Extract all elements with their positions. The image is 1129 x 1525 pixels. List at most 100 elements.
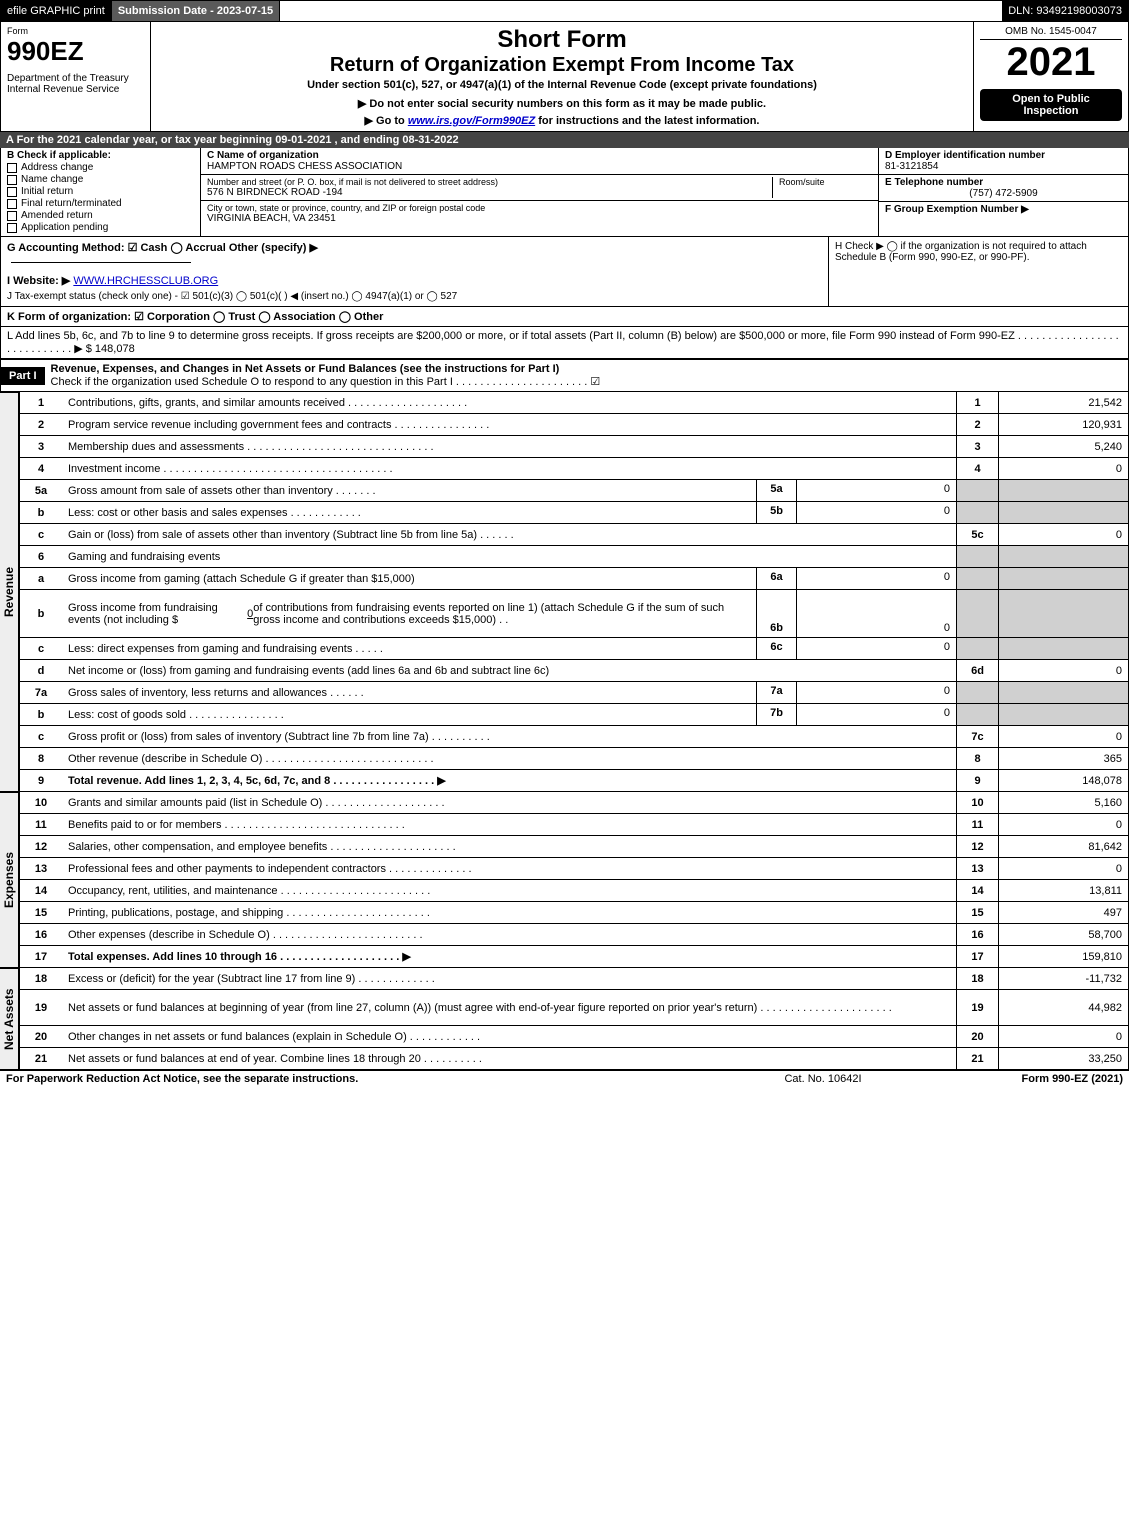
line-17: 17Total expenses. Add lines 10 through 1…	[19, 946, 1129, 968]
footer-cat: Cat. No. 10642I	[723, 1073, 923, 1085]
line-10: 10Grants and similar amounts paid (list …	[19, 792, 1129, 814]
org-info-block: B Check if applicable: Address change Na…	[0, 148, 1129, 237]
group-exemption-row: F Group Exemption Number ▶	[879, 202, 1128, 217]
city-label: City or town, state or province, country…	[207, 203, 485, 213]
name-address-block: C Name of organization HAMPTON ROADS CHE…	[201, 148, 878, 236]
line-11: 11Benefits paid to or for members . . . …	[19, 814, 1129, 836]
phone-value: (757) 472-5909	[885, 188, 1122, 199]
line-h: H Check ▶ ◯ if the organization is not r…	[828, 237, 1128, 306]
street-row: Number and street (or P. O. box, if mail…	[201, 175, 878, 201]
subtitle: Under section 501(c), 527, or 4947(a)(1)…	[157, 79, 967, 91]
part-i-header: Part I Revenue, Expenses, and Changes in…	[0, 359, 1129, 392]
room-label: Room/suite	[779, 177, 872, 187]
footer-right: Form 990-EZ (2021)	[923, 1073, 1123, 1085]
other-specify-field[interactable]	[11, 262, 191, 263]
cb-initial-return[interactable]: Initial return	[7, 186, 194, 197]
line-6c: cLess: direct expenses from gaming and f…	[19, 638, 1129, 660]
line-6d: dNet income or (loss) from gaming and fu…	[19, 660, 1129, 682]
ein-row: D Employer identification number 81-3121…	[879, 148, 1128, 175]
city-value: VIRGINIA BEACH, VA 23451	[207, 213, 485, 224]
form-number: 990EZ	[7, 36, 144, 67]
short-form-title: Short Form	[157, 26, 967, 54]
e-label: E Telephone number	[885, 177, 1122, 188]
website-link[interactable]: WWW.HRCHESSCLUB.ORG	[73, 275, 218, 287]
f-label: F Group Exemption Number ▶	[885, 204, 1122, 215]
line-20: 20Other changes in net assets or fund ba…	[19, 1026, 1129, 1048]
revenue-tab: Revenue	[0, 392, 19, 792]
accounting-method: G Accounting Method: ☑ Cash ◯ Accrual Ot…	[7, 241, 822, 254]
warn-link: ▶ Go to www.irs.gov/Form990EZ for instru…	[157, 114, 967, 127]
line-12: 12Salaries, other compensation, and empl…	[19, 836, 1129, 858]
title-cell: Short Form Return of Organization Exempt…	[151, 22, 973, 131]
right-info-block: D Employer identification number 81-3121…	[878, 148, 1128, 236]
line-6a: aGross income from gaming (attach Schedu…	[19, 568, 1129, 590]
section-a-period: A For the 2021 calendar year, or tax yea…	[0, 132, 1129, 148]
line-5a: 5aGross amount from sale of assets other…	[19, 480, 1129, 502]
dept-label: Department of the Treasury Internal Reve…	[7, 73, 144, 95]
line-3: 3Membership dues and assessments . . . .…	[19, 436, 1129, 458]
city-row: City or town, state or province, country…	[201, 201, 878, 226]
line-8: 8Other revenue (describe in Schedule O) …	[19, 748, 1129, 770]
warn-ssn: ▶ Do not enter social security numbers o…	[157, 97, 967, 110]
line-5c: cGain or (loss) from sale of assets othe…	[19, 524, 1129, 546]
form-word: Form	[7, 26, 144, 36]
ein-value: 81-3121854	[885, 161, 1122, 172]
line-14: 14Occupancy, rent, utilities, and mainte…	[19, 880, 1129, 902]
cb-amended-return[interactable]: Amended return	[7, 210, 194, 221]
line-6b: bGross income from fundraising events (n…	[19, 590, 1129, 638]
omb-number: OMB No. 1545-0047	[980, 26, 1122, 40]
revenue-section: Revenue 1Contributions, gifts, grants, a…	[0, 392, 1129, 792]
form-id-cell: Form 990EZ Department of the Treasury In…	[1, 22, 151, 131]
open-inspection: Open to Public Inspection	[980, 89, 1122, 121]
line-18: 18Excess or (deficit) for the year (Subt…	[19, 968, 1129, 990]
street-label: Number and street (or P. O. box, if mail…	[207, 177, 772, 187]
part-i-sub: Check if the organization used Schedule …	[51, 376, 601, 388]
expenses-section: Expenses 10Grants and similar amounts pa…	[0, 792, 1129, 968]
page-footer: For Paperwork Reduction Act Notice, see …	[0, 1070, 1129, 1087]
form-header: Form 990EZ Department of the Treasury In…	[0, 22, 1129, 132]
line-6: 6Gaming and fundraising events	[19, 546, 1129, 568]
line-7c: cGross profit or (loss) from sales of in…	[19, 726, 1129, 748]
net-assets-section: Net Assets 18Excess or (deficit) for the…	[0, 968, 1129, 1070]
line-7a: 7aGross sales of inventory, less returns…	[19, 682, 1129, 704]
efile-label[interactable]: efile GRAPHIC print	[1, 1, 112, 21]
submission-date: Submission Date - 2023-07-15	[112, 1, 280, 21]
line-16: 16Other expenses (describe in Schedule O…	[19, 924, 1129, 946]
line-7b: bLess: cost of goods sold . . . . . . . …	[19, 704, 1129, 726]
org-name-row: C Name of organization HAMPTON ROADS CHE…	[201, 148, 878, 175]
website-label: I Website: ▶	[7, 275, 70, 287]
phone-row: E Telephone number (757) 472-5909	[879, 175, 1128, 202]
line-1: 1Contributions, gifts, grants, and simil…	[19, 392, 1129, 414]
check-if-applicable: B Check if applicable: Address change Na…	[1, 148, 201, 236]
line-g-h: G Accounting Method: ☑ Cash ◯ Accrual Ot…	[0, 237, 1129, 307]
line-5b: bLess: cost or other basis and sales exp…	[19, 502, 1129, 524]
right-header-cell: OMB No. 1545-0047 2021 Open to Public In…	[973, 22, 1128, 131]
irs-link[interactable]: www.irs.gov/Form990EZ	[408, 115, 535, 127]
b-label: B Check if applicable:	[7, 150, 194, 161]
part-i-title: Revenue, Expenses, and Changes in Net As…	[45, 360, 1128, 391]
org-name: HAMPTON ROADS CHESS ASSOCIATION	[207, 161, 872, 172]
tax-year: 2021	[980, 40, 1122, 85]
line-19: 19Net assets or fund balances at beginni…	[19, 990, 1129, 1026]
line-4: 4Investment income . . . . . . . . . . .…	[19, 458, 1129, 480]
line-9: 9Total revenue. Add lines 1, 2, 3, 4, 5c…	[19, 770, 1129, 792]
net-assets-tab: Net Assets	[0, 968, 19, 1070]
d-label: D Employer identification number	[885, 150, 1122, 161]
line-21: 21Net assets or fund balances at end of …	[19, 1048, 1129, 1070]
dln-label: DLN: 93492198003073	[1002, 1, 1128, 21]
line-13: 13Professional fees and other payments t…	[19, 858, 1129, 880]
cb-name-change[interactable]: Name change	[7, 174, 194, 185]
cb-application-pending[interactable]: Application pending	[7, 222, 194, 233]
top-bar: efile GRAPHIC print Submission Date - 20…	[0, 0, 1129, 22]
c-label: C Name of organization	[207, 150, 872, 161]
line-k: K Form of organization: ☑ Corporation ◯ …	[0, 307, 1129, 327]
street-value: 576 N BIRDNECK ROAD -194	[207, 187, 772, 198]
line-2: 2Program service revenue including gover…	[19, 414, 1129, 436]
expenses-tab: Expenses	[0, 792, 19, 968]
part-i-label: Part I	[1, 367, 45, 385]
part-i-title-text: Revenue, Expenses, and Changes in Net As…	[51, 363, 560, 375]
line-l: L Add lines 5b, 6c, and 7b to line 9 to …	[0, 327, 1129, 359]
cb-final-return[interactable]: Final return/terminated	[7, 198, 194, 209]
cb-address-change[interactable]: Address change	[7, 162, 194, 173]
tax-exempt-status: J Tax-exempt status (check only one) - ☑…	[7, 291, 822, 302]
